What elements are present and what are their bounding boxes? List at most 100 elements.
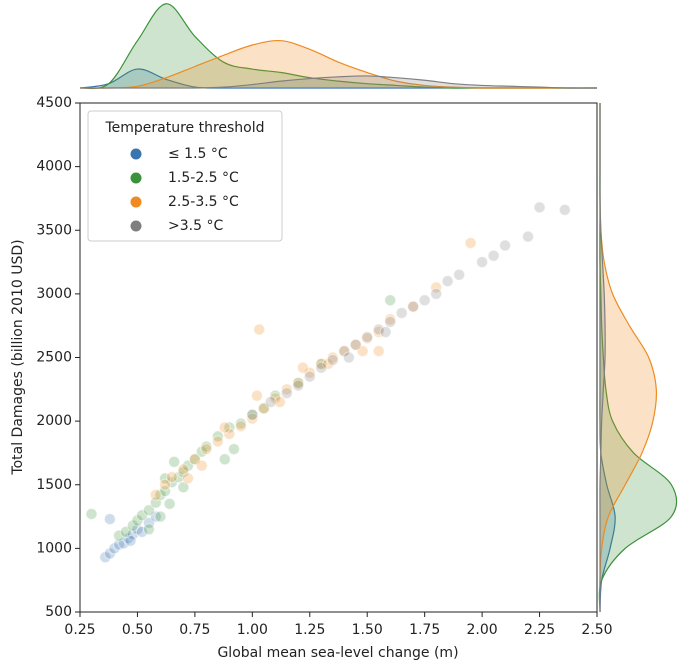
point xyxy=(395,306,408,319)
y-tick-label: 1500 xyxy=(36,477,72,493)
x-tick-label: 0.50 xyxy=(122,622,153,638)
top-kde-area xyxy=(80,3,597,89)
point xyxy=(211,435,224,448)
point xyxy=(342,351,355,364)
y-axis-label: Total Damages (billion 2010 USD) xyxy=(10,239,26,475)
point xyxy=(522,230,535,243)
point xyxy=(558,203,571,216)
y-tick-label: 500 xyxy=(45,604,72,620)
point xyxy=(168,455,181,468)
point xyxy=(430,281,443,294)
legend-box xyxy=(87,110,283,242)
point xyxy=(85,508,98,521)
legend-marker xyxy=(130,196,142,208)
plot-frame xyxy=(79,102,598,613)
point xyxy=(142,504,155,517)
point xyxy=(136,525,149,538)
point xyxy=(253,323,266,336)
point xyxy=(149,488,162,501)
legend-label: ≤ 1.5 °C xyxy=(168,146,228,162)
point xyxy=(407,300,420,313)
y-tick-label: 2000 xyxy=(36,413,72,429)
point xyxy=(441,275,454,288)
point xyxy=(464,236,477,249)
x-tick-label: 1.00 xyxy=(237,622,268,638)
legend-marker xyxy=(130,172,142,184)
x-tick-label: 1.25 xyxy=(294,622,325,638)
right-kde-line xyxy=(599,103,606,613)
x-tick-label: 0.25 xyxy=(64,622,95,638)
right-kde-area xyxy=(599,103,657,612)
x-tick-label: 1.50 xyxy=(352,622,383,638)
point xyxy=(384,294,397,307)
point xyxy=(499,239,512,252)
point xyxy=(142,523,155,536)
point xyxy=(280,383,293,396)
x-tick-label: 2.50 xyxy=(581,622,612,638)
point xyxy=(181,472,194,485)
point xyxy=(338,345,351,358)
top-kde-area xyxy=(80,40,597,89)
point xyxy=(418,294,431,307)
right-kde-area xyxy=(599,103,606,612)
point xyxy=(103,513,116,526)
x-tick-label: 2.25 xyxy=(524,622,555,638)
point xyxy=(280,387,293,400)
point xyxy=(246,412,259,425)
x-tick-label: 0.75 xyxy=(179,622,210,638)
point xyxy=(349,338,362,351)
point xyxy=(315,357,328,370)
point xyxy=(372,345,385,358)
point xyxy=(200,443,213,456)
point xyxy=(315,361,328,374)
point xyxy=(273,396,286,409)
point xyxy=(113,538,126,551)
y-tick-label: 3500 xyxy=(36,222,72,238)
top-kde-line xyxy=(79,75,598,89)
point xyxy=(264,396,277,409)
y-tick-label: 1000 xyxy=(36,540,72,556)
point xyxy=(154,510,167,523)
x-axis-label: Global mean sea-level change (m) xyxy=(217,645,458,661)
legend-label: >3.5 °C xyxy=(168,218,223,234)
point xyxy=(476,256,489,269)
point xyxy=(372,323,385,336)
point xyxy=(361,331,374,344)
point xyxy=(292,379,305,392)
y-tick-label: 4500 xyxy=(36,95,72,111)
point xyxy=(195,459,208,472)
point xyxy=(250,389,263,402)
right-kde-area xyxy=(599,103,616,612)
x-tick-label: 2.00 xyxy=(467,622,498,638)
point xyxy=(113,529,126,542)
legend-label: 1.5-2.5 °C xyxy=(168,170,239,186)
y-tick-label: 3000 xyxy=(36,286,72,302)
point xyxy=(165,471,178,484)
point xyxy=(227,443,240,456)
point xyxy=(246,408,259,421)
point xyxy=(223,427,236,440)
legend-marker xyxy=(130,148,142,160)
point xyxy=(487,249,500,262)
x-tick-label: 1.75 xyxy=(409,622,440,638)
legend-label: 2.5-3.5 °C xyxy=(168,194,239,210)
point xyxy=(163,497,176,510)
y-tick-label: 2500 xyxy=(36,350,72,366)
right-kde-area xyxy=(599,103,677,612)
legend-marker xyxy=(130,220,142,232)
legend-title: Temperature threshold xyxy=(104,120,264,136)
point xyxy=(159,478,172,491)
point xyxy=(326,354,339,367)
point xyxy=(303,370,316,383)
y-tick-label: 4000 xyxy=(36,159,72,175)
point xyxy=(384,315,397,328)
point xyxy=(234,420,247,433)
point xyxy=(296,361,309,374)
point xyxy=(430,287,443,300)
point xyxy=(218,453,231,466)
point xyxy=(223,421,236,434)
point xyxy=(379,326,392,339)
top-kde-line xyxy=(79,39,597,89)
